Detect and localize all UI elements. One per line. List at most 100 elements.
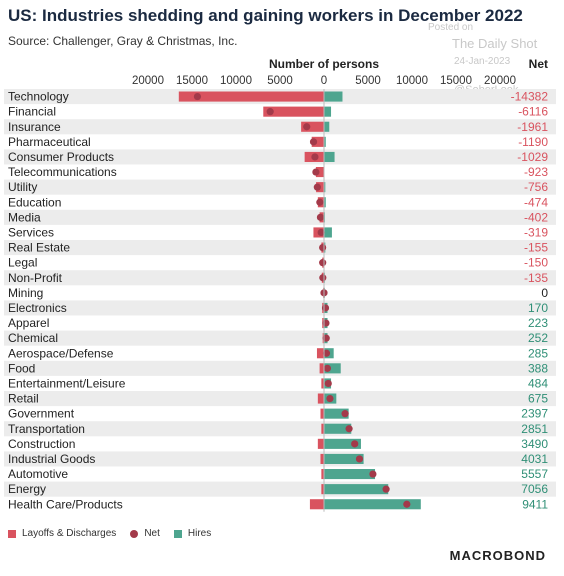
- net-marker: [322, 349, 331, 357]
- row-band: [4, 451, 556, 467]
- category-label: Food: [8, 361, 35, 375]
- net-column-header: Net: [529, 57, 548, 71]
- category-label: Automotive: [8, 467, 68, 481]
- layoffs-bar: [309, 499, 324, 510]
- net-marker: [345, 425, 353, 433]
- category-label: Telecommunications: [8, 165, 117, 179]
- row-band: [4, 240, 556, 256]
- category-label: Consumer Products: [8, 150, 114, 164]
- category-label: Media: [8, 210, 41, 224]
- row-band: [4, 391, 556, 407]
- net-marker: [355, 455, 364, 463]
- x-axis-label: Number of persons: [269, 57, 379, 71]
- net-value-label: -155: [524, 241, 548, 255]
- layoffs-bar: [319, 363, 324, 374]
- net-value-label: -1029: [517, 150, 548, 164]
- hires-bar: [324, 121, 330, 132]
- row-band: [4, 179, 556, 195]
- layoffs-bar: [320, 453, 324, 464]
- category-label: Real Estate: [8, 241, 70, 255]
- hires-bar: [324, 484, 389, 495]
- legend-net-label: Net: [144, 528, 160, 539]
- net-marker: [311, 153, 319, 161]
- legend-layoffs-swatch: [8, 529, 16, 538]
- hires-bar: [324, 136, 326, 147]
- category-label: Construction: [8, 437, 75, 451]
- net-marker: [316, 198, 324, 206]
- row-band: [4, 421, 556, 437]
- net-value-label: 170: [528, 301, 548, 315]
- hires-bar: [324, 469, 376, 480]
- category-label: Chemical: [8, 331, 58, 345]
- net-value-label: 388: [528, 361, 548, 375]
- category-label: Technology: [8, 90, 69, 104]
- net-marker: [316, 213, 325, 221]
- row-band: [4, 270, 556, 286]
- category-label: Entertainment/Leisure: [8, 376, 126, 390]
- category-label: Insurance: [8, 120, 61, 134]
- category-label: Government: [8, 407, 75, 421]
- row-band: [4, 149, 556, 165]
- net-marker: [322, 319, 330, 327]
- net-marker: [351, 440, 359, 448]
- net-marker: [309, 138, 318, 146]
- net-value-label: -756: [524, 180, 548, 194]
- net-marker: [317, 228, 325, 237]
- category-label: Services: [8, 225, 54, 239]
- hires-bar: [324, 453, 364, 464]
- row-band: [4, 300, 556, 316]
- category-label: Mining: [8, 286, 43, 300]
- hires-bar: [324, 106, 332, 117]
- net-marker: [303, 123, 311, 131]
- x-tick-label: 5000: [267, 75, 293, 87]
- net-value-label: 252: [528, 331, 548, 345]
- net-marker: [266, 108, 274, 116]
- category-label: Health Care/Products: [8, 497, 123, 511]
- category-label: Aerospace/Defense: [8, 346, 114, 360]
- layoffs-bar: [321, 469, 324, 480]
- net-value-label: 5557: [521, 467, 548, 481]
- macrobond-logo: MACROBOND: [449, 548, 546, 563]
- category-label: Utility: [8, 180, 37, 194]
- net-value-label: 675: [528, 392, 548, 406]
- net-value-label: 7056: [521, 482, 548, 496]
- row-band: [4, 481, 556, 497]
- category-label: Apparel: [8, 316, 49, 330]
- net-value-label: -135: [524, 271, 548, 285]
- watermark-posted: Posted on: [428, 22, 474, 33]
- chart-source: Source: Challenger, Gray & Christmas, In…: [8, 34, 238, 48]
- net-marker: [324, 379, 332, 388]
- net-value-label: 2851: [521, 422, 548, 436]
- net-value-label: -14382: [511, 90, 549, 104]
- net-marker: [312, 168, 320, 176]
- x-tick-label: 20000: [132, 75, 164, 87]
- category-label: Industrial Goods: [8, 452, 95, 466]
- hires-bar: [324, 151, 335, 162]
- category-label: Retail: [8, 392, 39, 406]
- net-marker: [319, 259, 327, 267]
- net-value-label: -1190: [518, 135, 548, 149]
- x-tick-label: 20000: [484, 75, 516, 87]
- x-tick-label: 15000: [440, 75, 472, 87]
- layoffs-bar: [317, 438, 324, 449]
- row-band: [4, 209, 556, 225]
- layoffs-bar: [178, 91, 324, 102]
- category-label: Energy: [8, 482, 46, 496]
- category-label: Pharmaceutical: [8, 135, 91, 149]
- net-value-label: -923: [524, 165, 548, 179]
- x-tick-label: 10000: [220, 75, 252, 87]
- net-marker: [403, 500, 411, 508]
- hires-bar: [324, 438, 361, 449]
- hires-bar: [324, 227, 332, 238]
- hires-bar: [324, 408, 349, 419]
- layoffs-bar: [320, 408, 324, 419]
- net-marker: [319, 274, 327, 282]
- legend-hires-swatch: [173, 529, 182, 538]
- layoffs-bar: [321, 378, 324, 389]
- hires-bar: [324, 197, 326, 208]
- legend-net-marker: [130, 529, 139, 538]
- legend-hires-label: Hires: [187, 528, 212, 539]
- net-value-label: 484: [528, 376, 548, 390]
